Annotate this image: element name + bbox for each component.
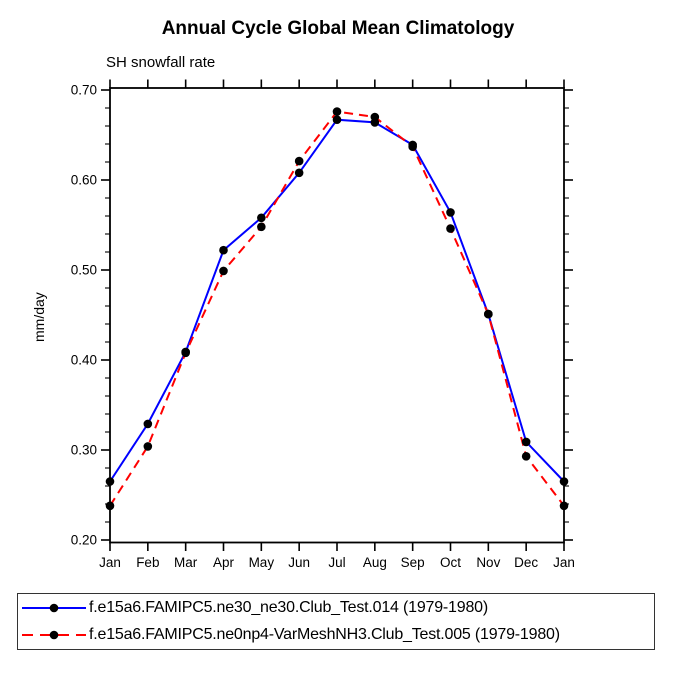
svg-text:0.70: 0.70 [71,83,97,98]
data-point [294,168,304,178]
y-tick-labels: 0.20 0.30 0.40 0.50 0.60 0.70 [71,83,97,548]
data-point [332,115,342,124]
svg-text:0.30: 0.30 [71,443,97,458]
legend-line-icon-solid-blue [22,603,86,613]
marker-dot-icon [49,630,59,640]
data-point [521,452,531,461]
data-point [521,437,531,447]
data-point [143,419,153,429]
svg-text:Mar: Mar [174,555,198,570]
svg-text:Jun: Jun [288,555,310,570]
legend-item: f.e15a6.FAMIPC5.ne30_ne30.Club_Test.014 … [18,595,654,622]
legend-item: f.e15a6.FAMIPC5.ne0np4-VarMeshNH3.Club_T… [18,622,654,649]
svg-text:0.20: 0.20 [71,533,97,548]
legend: f.e15a6.FAMIPC5.ne30_ne30.Club_Test.014 … [17,593,655,650]
data-point [446,208,455,217]
legend-item-label: f.e15a6.FAMIPC5.ne0np4-VarMeshNH3.Club_T… [89,626,560,643]
svg-text:Jul: Jul [328,555,345,570]
svg-text:Nov: Nov [476,555,500,570]
series-markers [105,107,569,511]
svg-text:May: May [249,555,275,570]
data-point [559,477,569,486]
svg-text:Aug: Aug [363,555,387,570]
svg-text:Apr: Apr [213,555,235,570]
x-axis-ticks [109,79,565,551]
data-point [446,224,455,233]
data-point [257,222,266,232]
legend-item-label: f.e15a6.FAMIPC5.ne30_ne30.Club_Test.014 … [89,599,488,616]
data-point [219,266,228,276]
data-point [105,477,115,486]
plot-frame [109,87,565,544]
x-tick-labels: Jan Feb Mar Apr May Jun Jul Aug Sep Oct Nov Dec Jan [99,555,575,570]
svg-text:Dec: Dec [514,555,538,570]
series-line-1 [109,110,565,507]
data-point [219,245,228,255]
legend-line-icon-dashed-red [22,630,86,640]
data-point [559,501,569,511]
y-axis-ticks [101,89,573,541]
chart-subtitle: SH snowfall rate [106,54,216,71]
svg-text:Sep: Sep [401,555,425,570]
data-point [294,156,304,166]
data-point [484,309,493,319]
svg-text:Oct: Oct [440,555,461,570]
svg-text:Feb: Feb [136,555,159,570]
data-point [143,442,153,451]
data-point [105,501,115,511]
data-point [181,348,190,358]
data-point [370,112,380,122]
data-point [408,142,417,151]
data-point [332,107,342,116]
svg-text:0.50: 0.50 [71,263,97,278]
svg-text:0.60: 0.60 [71,173,97,188]
marker-dot-icon [49,603,59,613]
svg-text:0.40: 0.40 [71,353,97,368]
svg-text:Jan: Jan [553,555,575,570]
series-line-0 [109,118,565,483]
chart-title: Annual Cycle Global Mean Climatology [161,18,515,39]
svg-text:Jan: Jan [99,555,121,570]
series-lines [109,110,565,507]
data-point [257,213,266,223]
